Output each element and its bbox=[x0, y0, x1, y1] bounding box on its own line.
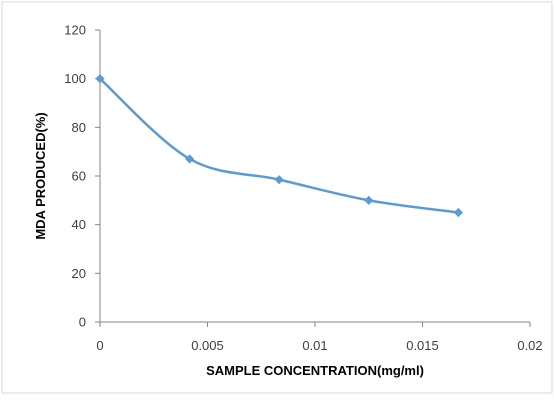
y-tick-label: 80 bbox=[72, 120, 86, 135]
x-axis-title: SAMPLE CONCENTRATION(mg/ml) bbox=[206, 363, 424, 378]
x-tick-label: 0.005 bbox=[191, 338, 224, 353]
y-tick-label: 40 bbox=[72, 217, 86, 232]
chart-frame bbox=[1, 1, 553, 394]
x-tick-label: 0.02 bbox=[517, 338, 542, 353]
data-point-marker bbox=[364, 195, 374, 205]
series-layer bbox=[95, 74, 463, 218]
x-tick-label: 0.015 bbox=[406, 338, 439, 353]
y-axis-ticks: 0 20 40 60 80 100 120 bbox=[64, 23, 100, 330]
data-point-marker bbox=[453, 207, 463, 218]
data-point-marker bbox=[95, 74, 105, 84]
x-axis-ticks: 0 0.005 0.01 0.015 0.02 bbox=[96, 322, 543, 353]
data-point-marker bbox=[274, 175, 284, 185]
y-tick-label: 0 bbox=[79, 315, 86, 330]
x-tick-label: 0.01 bbox=[302, 338, 327, 353]
x-tick-label: 0 bbox=[96, 338, 103, 353]
data-point-marker bbox=[185, 154, 195, 164]
y-tick-label: 60 bbox=[72, 169, 86, 184]
y-tick-label: 100 bbox=[64, 71, 86, 86]
y-tick-label: 20 bbox=[72, 266, 86, 281]
y-axis-title: MDA PRODUCED(%) bbox=[33, 112, 48, 239]
y-tick-label: 120 bbox=[64, 23, 86, 38]
